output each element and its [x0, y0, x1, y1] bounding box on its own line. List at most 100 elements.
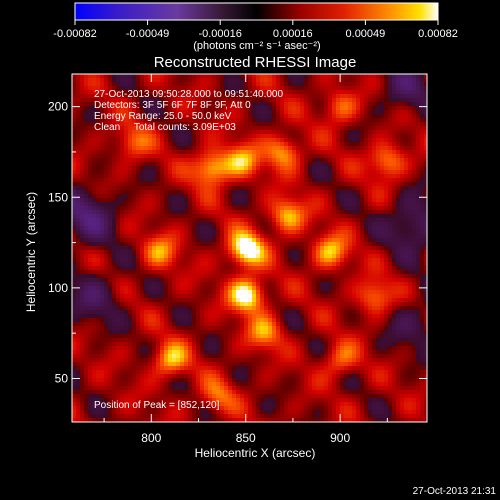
heatmap-cell [240, 310, 245, 315]
heatmap-cell [172, 150, 177, 155]
heatmap-cell [252, 190, 257, 195]
heatmap-cell [72, 90, 77, 95]
heatmap-cell [124, 378, 129, 383]
heatmap-cell [284, 402, 289, 407]
heatmap-cell [84, 342, 89, 347]
heatmap-cell [124, 406, 129, 411]
heatmap-cell [196, 302, 201, 307]
heatmap-cell [120, 82, 125, 87]
heatmap-cell [96, 354, 101, 359]
heatmap-cell [296, 74, 301, 79]
heatmap-cell [120, 322, 125, 327]
heatmap-cell [268, 126, 273, 131]
heatmap-cell [232, 142, 237, 147]
heatmap-cell [120, 410, 125, 415]
heatmap-cell [104, 118, 109, 123]
heatmap-cell [96, 270, 101, 275]
heatmap-cell [204, 122, 209, 127]
heatmap-cell [88, 94, 93, 99]
heatmap-cell [284, 190, 289, 195]
heatmap-cell [292, 394, 297, 399]
heatmap-cell [88, 394, 93, 399]
heatmap-cell [280, 398, 285, 403]
heatmap-cell [256, 258, 261, 263]
heatmap-cell [216, 146, 221, 151]
heatmap-cell [172, 414, 177, 419]
heatmap-cell [244, 258, 249, 263]
heatmap-cell [104, 210, 109, 215]
heatmap-cell [220, 110, 225, 115]
heatmap-cell [220, 106, 225, 111]
heatmap-cell [192, 122, 197, 127]
colorbar-ticks: -0.00082 -0.00049 -0.00016 0.00016 0.00049 0.… [53, 20, 458, 40]
heatmap-cell [176, 158, 181, 163]
heatmap-cell [196, 110, 201, 115]
heatmap-cell [96, 366, 101, 371]
heatmap-cell [128, 206, 133, 211]
heatmap-cell [140, 274, 145, 279]
heatmap-cell [196, 186, 201, 191]
heatmap-cell [168, 94, 173, 99]
heatmap-cell [224, 298, 229, 303]
heatmap-cell [100, 250, 105, 255]
heatmap-cell [144, 410, 149, 415]
heatmap-cell [160, 258, 165, 263]
heatmap-cell [84, 146, 89, 151]
heatmap-cell [280, 290, 285, 295]
heatmap-cell [176, 226, 181, 231]
heatmap-cell [172, 386, 177, 391]
heatmap-cell [220, 146, 225, 151]
heatmap-cell [280, 98, 285, 103]
heatmap-cell [292, 330, 297, 335]
heatmap-cell [100, 278, 105, 283]
heatmap-cell [80, 134, 85, 139]
heatmap-cell [196, 258, 201, 263]
heatmap-cell [84, 186, 89, 191]
heatmap-cell [140, 174, 145, 179]
heatmap-cell [156, 242, 161, 247]
heatmap-cell [204, 314, 209, 319]
heatmap-cell [252, 410, 257, 415]
heatmap-cell [132, 414, 137, 419]
heatmap-cell [196, 270, 201, 275]
heatmap-cell [88, 258, 93, 263]
heatmap-cell [148, 314, 153, 319]
heatmap-cell [228, 274, 233, 279]
heatmap-cell [228, 190, 233, 195]
heatmap-cell [204, 362, 209, 367]
heatmap-cell [88, 138, 93, 143]
heatmap-cell [88, 342, 93, 347]
heatmap-cell [300, 86, 305, 91]
heatmap-cell [132, 222, 137, 227]
heatmap-cell [192, 394, 197, 399]
heatmap-cell [120, 394, 125, 399]
heatmap-cell [212, 126, 217, 131]
heatmap-cell [144, 130, 149, 135]
heatmap-cell [236, 318, 241, 323]
heatmap-cell [136, 142, 141, 147]
heatmap-cell [200, 74, 205, 79]
heatmap-cell [276, 270, 281, 275]
heatmap-cell [164, 154, 169, 159]
heatmap-cell [120, 358, 125, 363]
heatmap-cell [156, 274, 161, 279]
heatmap-cell [104, 214, 109, 219]
heatmap-cell [264, 326, 269, 331]
heatmap-cell [212, 322, 217, 327]
heatmap-cell [196, 146, 201, 151]
heatmap-cell [296, 282, 301, 287]
heatmap-cell [92, 242, 97, 247]
heatmap-cell [96, 250, 101, 255]
heatmap-cell [128, 306, 133, 311]
heatmap-cell [244, 150, 249, 155]
heatmap-cell [300, 134, 305, 139]
heatmap-cell [188, 78, 193, 83]
heatmap-cell [136, 410, 141, 415]
heatmap-cell [76, 258, 81, 263]
heatmap-cell [108, 294, 113, 299]
heatmap-cell [244, 366, 249, 371]
heatmap-cell [212, 350, 217, 355]
heatmap-cell [200, 270, 205, 275]
heatmap-cell [256, 194, 261, 199]
heatmap-cell [136, 210, 141, 215]
